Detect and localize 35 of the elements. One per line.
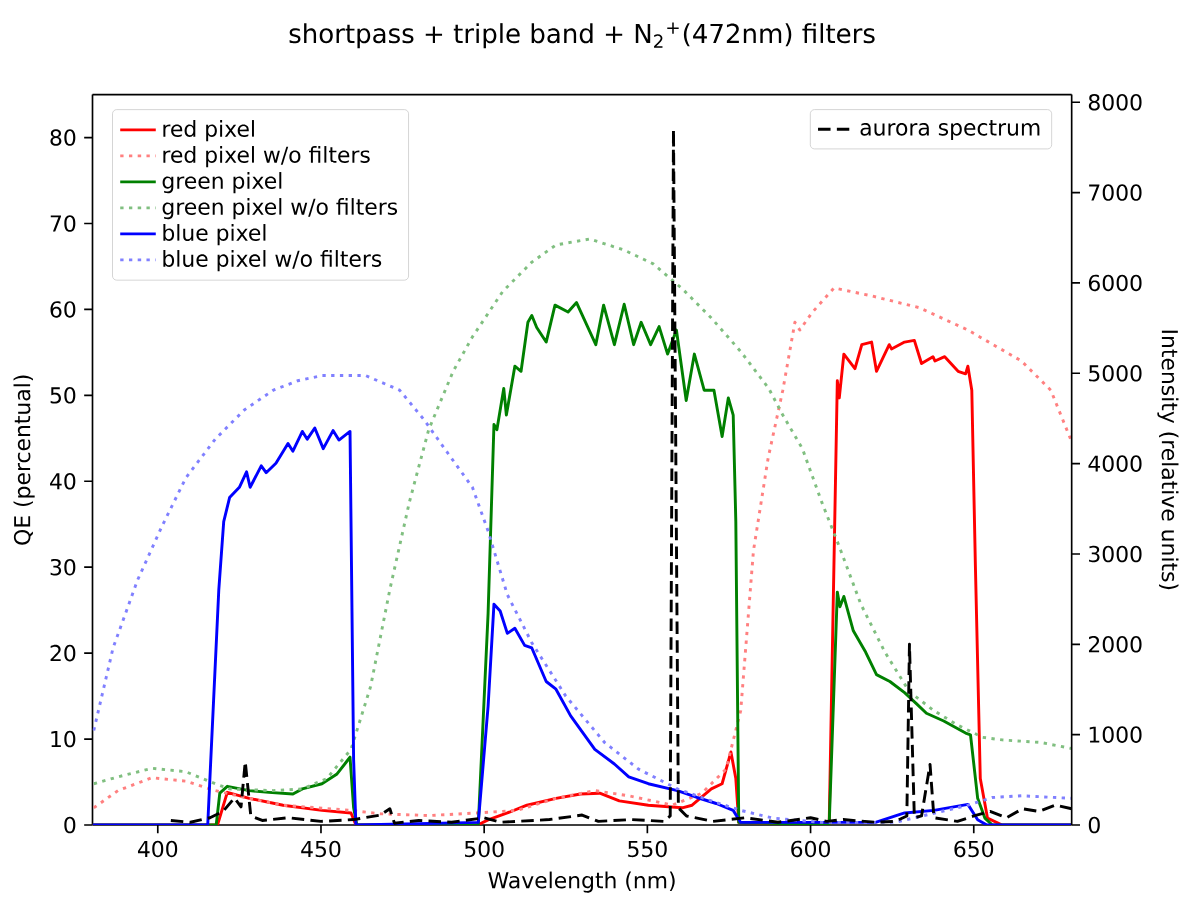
y-tick-label: 30 (50, 558, 76, 576)
y-tick-label: 80 (50, 129, 76, 146)
x-axis-title: Wavelength (nm) (488, 871, 675, 893)
y2-axis-title: Intensity (relative units) (1157, 330, 1179, 590)
x-tick-label: 550 (628, 840, 667, 858)
y2-tick-label: 2000 (1088, 636, 1142, 653)
legend-label: aurora spectrum (860, 120, 1040, 140)
y2-tick-label: 1000 (1089, 726, 1142, 743)
legend-label: red pixel (163, 120, 254, 142)
y2-tick-label: 6000 (1088, 274, 1142, 292)
x-tick-label: 650 (954, 840, 994, 858)
y2-tick-label: 7000 (1089, 184, 1142, 201)
legend-label: green pixel (162, 172, 282, 194)
x-tick-label: 600 (791, 840, 830, 858)
y2-tick-label: 8000 (1088, 94, 1142, 111)
y2-tick-label: 5000 (1089, 365, 1142, 382)
chart-title: shortpass + triple band + N$_{2}$$^{+}$(472nm) filters (289, 22, 875, 49)
y2-tick-label: 3000 (1089, 545, 1142, 563)
y-tick-label: 10 (51, 730, 76, 748)
legend-label: blue pixel (163, 224, 266, 246)
y-tick-label: 40 (50, 473, 76, 490)
x-tick-label: 400 (137, 840, 178, 858)
legend-label: green pixel w/o filters (162, 198, 398, 220)
y-tick-label: 0 (64, 816, 76, 834)
y2-tick-label: 4000 (1088, 455, 1142, 472)
legend-label: blue pixel w/o filters (163, 250, 382, 272)
x-tick-label: 500 (464, 840, 504, 858)
x-tick-label: 450 (301, 840, 341, 858)
y2-tick-label: 0 (1088, 816, 1100, 834)
legend-label: red pixel w/o filters (163, 146, 370, 168)
y-tick-label: 70 (50, 215, 76, 232)
y-axis-title: QE (percentual) (13, 375, 35, 545)
y-tick-label: 20 (50, 644, 76, 662)
y-tick-label: 50 (50, 387, 76, 404)
y-tick-label: 60 (50, 301, 76, 318)
